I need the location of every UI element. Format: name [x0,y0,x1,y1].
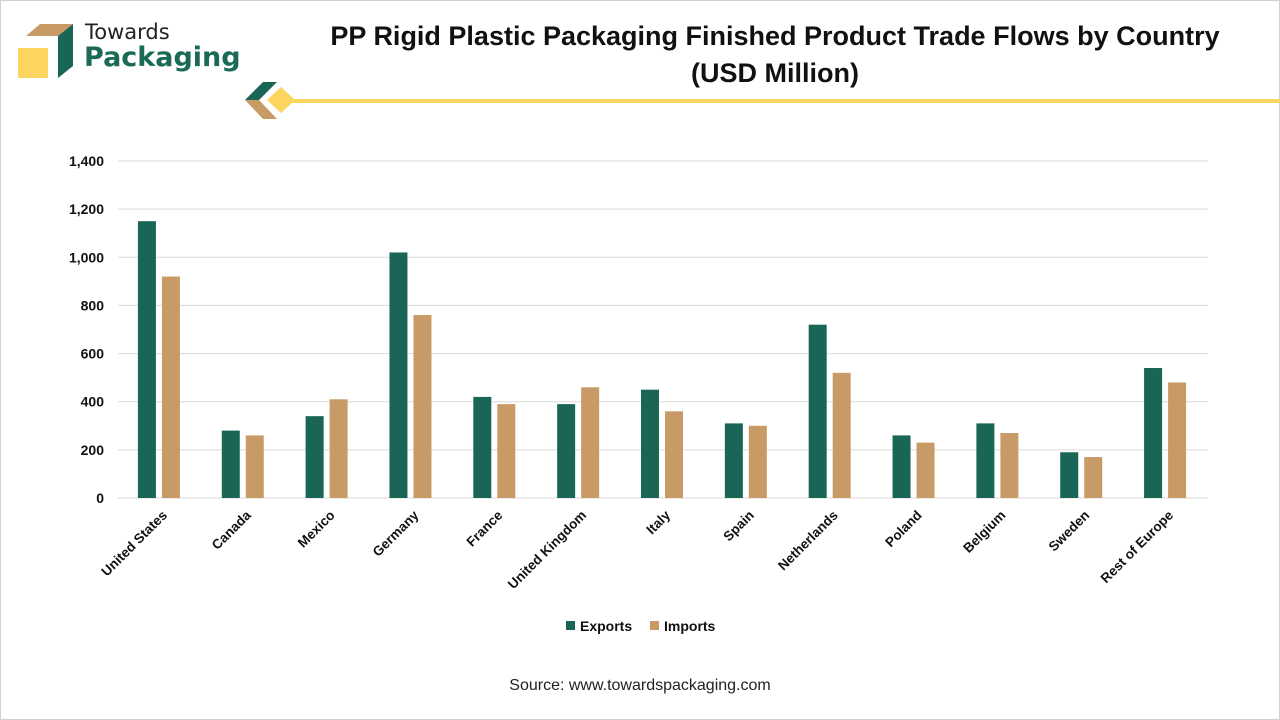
bar-exports [641,389,659,498]
brand-name: Towards [85,20,170,44]
bar-imports [665,411,683,498]
x-tick-label: Belgium [960,508,1008,556]
x-tick-label: United States [98,508,170,580]
legend-label: Imports [664,618,716,634]
bar-imports [245,435,264,498]
brand-name-bold: Packaging [84,42,241,73]
bar-exports [473,396,492,498]
chart-title: PP Rigid Plastic Packaging Finished Prod… [330,21,1220,88]
y-tick-label: 200 [81,442,105,458]
x-tick-label: Italy [643,507,673,537]
x-tick-label: United Kingdom [505,508,589,592]
bar-exports [389,252,408,498]
bar-imports [161,276,180,498]
x-tick-label: Poland [882,508,924,550]
bar-exports [305,416,324,498]
y-tick-label: 1,000 [69,249,104,265]
legend-swatch [566,621,575,630]
y-tick-label: 800 [81,297,105,313]
bar-imports [497,404,516,498]
bar-exports [976,423,995,498]
y-tick-label: 600 [81,346,105,362]
bar-exports [892,435,911,498]
x-tick-label: Spain [720,508,757,545]
bar-imports [1084,457,1103,498]
bar-exports [557,404,576,498]
bar-exports [137,221,156,498]
x-tick-label: Netherlands [775,508,841,574]
bar-exports [724,423,743,498]
bar-imports [832,372,851,498]
y-tick-label: 1,400 [69,153,104,169]
legend-swatch [650,621,659,630]
y-tick-label: 400 [81,394,105,410]
bar-imports [329,399,348,498]
source-text: Source: www.towardspackaging.com [509,677,771,694]
x-tick-label: France [464,507,506,549]
x-tick-label: Sweden [1046,508,1093,555]
bar-imports [748,425,767,498]
bar-imports [916,442,935,498]
legend-label: Exports [580,618,632,634]
x-tick-label: Rest of Europe [1098,507,1177,586]
bar-exports [1060,452,1079,498]
x-tick-label: Canada [209,507,254,552]
bar-exports [221,430,240,498]
header-divider [245,82,1280,119]
y-tick-label: 1,200 [69,201,104,217]
bar-exports [808,324,827,498]
y-tick-label: 0 [96,490,104,506]
bar-exports [1144,368,1163,498]
bar-imports [581,387,600,498]
bar-imports [413,315,432,498]
x-tick-label: Germany [370,507,422,559]
bar-imports [1000,433,1019,498]
x-tick-label: Mexico [295,508,338,551]
logo-icon [18,24,73,78]
bar-imports [1168,382,1187,498]
